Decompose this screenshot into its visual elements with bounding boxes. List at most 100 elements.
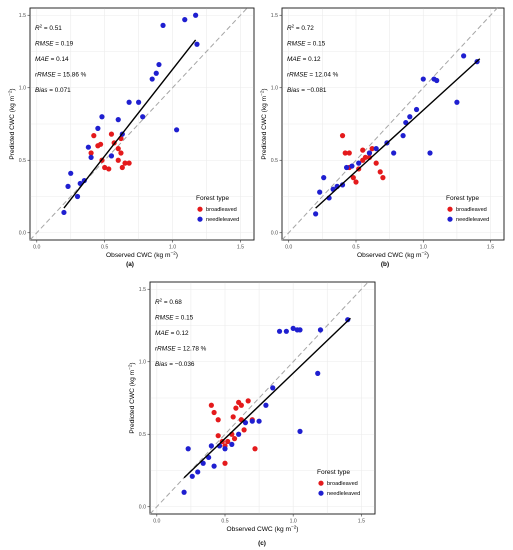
data-point-needleleaved (74, 193, 81, 200)
x-tick-label: 1.0 (169, 245, 176, 251)
legend-marker-broadleaved (318, 480, 324, 486)
data-point-needleleaved (256, 418, 262, 424)
data-point-needleleaved (391, 150, 397, 156)
data-point-broadleaved (369, 146, 375, 152)
data-point-broadleaved (233, 405, 239, 411)
regression-line (183, 317, 351, 479)
y-tick-label: 1.5 (139, 287, 146, 293)
data-point-needleleaved (461, 53, 467, 59)
data-point-broadleaved (208, 402, 214, 408)
data-point-needleleaved (193, 12, 199, 18)
x-tick-label: 0.5 (101, 245, 108, 251)
data-point-needleleaved (420, 76, 426, 82)
data-point-needleleaved (185, 446, 191, 452)
data-point-needleleaved (189, 473, 195, 479)
data-point-needleleaved (200, 460, 206, 466)
data-point-needleleaved (85, 144, 91, 150)
legend-label-needleleaved: needleleaved (456, 217, 489, 223)
data-point-needleleaved (290, 325, 296, 331)
data-point-broadleaved (231, 436, 238, 442)
data-point-needleleaved (343, 164, 350, 171)
legend: Forest type broadleaved needleleaved (446, 195, 489, 223)
x-tick-label: 1.0 (290, 519, 297, 525)
data-point-needleleaved (345, 317, 351, 323)
legend-label-needleleaved: needleleaved (327, 491, 360, 497)
data-point-needleleaved (427, 150, 433, 156)
one-to-one-line (29, 7, 248, 241)
data-point-needleleaved (126, 99, 132, 105)
stat-mae: MAE = 0.12 (287, 56, 321, 63)
x-tick-label: 0.0 (153, 519, 160, 525)
data-point-needleleaved (297, 327, 303, 333)
data-point-broadleaved (362, 154, 369, 160)
stat-bias: Bias = −0.036 (155, 361, 195, 368)
data-point-needleleaved (208, 443, 214, 449)
data-point-needleleaved (99, 114, 105, 120)
data-point-needleleaved (339, 182, 346, 188)
y-axis-label: Predicted CWC (kg m−2) (8, 88, 17, 159)
stat-rrmse: rRMSE = 12.04 % (287, 72, 339, 79)
data-point-needleleaved (356, 160, 362, 166)
data-point-needleleaved (236, 431, 242, 437)
legend-title: Forest type (317, 469, 350, 476)
data-point-broadleaved (122, 160, 128, 166)
data-point-needleleaved (313, 211, 319, 217)
y-axis-label: Predicted CWC (kg m−2) (128, 362, 137, 433)
one-to-one-line (281, 7, 498, 241)
data-point-broadleaved (102, 164, 108, 171)
data-point-needleleaved (373, 146, 379, 152)
legend-title: Forest type (446, 195, 479, 202)
y-tick-label: 1.0 (271, 86, 278, 92)
stat-rmse: RMSE = 0.15 (155, 315, 194, 322)
x-axis-label: Observed CWC (kg m−2) (227, 525, 299, 534)
data-point-broadleaved (350, 175, 356, 181)
y-tick-label: 1.0 (19, 86, 26, 92)
legend: Forest type broadleaved needleleaved (196, 195, 239, 223)
data-point-broadleaved (380, 175, 386, 181)
data-point-broadleaved (91, 133, 97, 139)
stat-rrmse: rRMSE = 15.86 % (35, 72, 87, 79)
y-tick-label: 0.5 (271, 158, 278, 164)
data-point-needleleaved (88, 154, 94, 160)
data-point-broadleaved (241, 427, 247, 433)
data-point-broadleaved (339, 133, 346, 139)
x-tick-label: 1.5 (487, 245, 494, 251)
data-point-needleleaved (108, 153, 115, 159)
x-axis-label: Observed CWC (kg m−2) (106, 251, 178, 260)
data-point-broadleaved (252, 446, 258, 452)
data-point-needleleaved (317, 189, 323, 195)
x-tick-label: 1.0 (420, 245, 427, 251)
plot-border (29, 7, 255, 241)
legend-marker-needleleaved (197, 216, 203, 222)
data-point-needleleaved (229, 441, 235, 447)
data-point-needleleaved (315, 370, 321, 376)
data-point-needleleaved (407, 114, 413, 120)
data-point-needleleaved (140, 114, 146, 120)
data-point-needleleaved (434, 77, 440, 84)
legend: Forest type broadleaved needleleaved (317, 469, 360, 497)
data-point-broadleaved (230, 414, 236, 420)
data-point-needleleaved (81, 177, 87, 184)
stat-mae: MAE = 0.14 (35, 56, 69, 63)
panel-caption: (c) (258, 540, 266, 547)
data-point-needleleaved (283, 328, 289, 334)
data-point-broadleaved (373, 160, 379, 166)
y-tick-label: 1.5 (19, 13, 26, 19)
data-point-broadleaved (238, 402, 244, 408)
data-point-needleleaved (115, 117, 121, 123)
data-point-broadleaved (119, 164, 125, 171)
data-point-needleleaved (321, 175, 327, 181)
data-point-needleleaved (153, 70, 159, 76)
data-point-needleleaved (400, 133, 406, 139)
data-point-needleleaved (297, 428, 303, 434)
y-tick-label: 1.0 (139, 360, 146, 366)
y-tick-label: 1.5 (271, 13, 278, 19)
chart-panel: 0.0 0.5 1.0 1.5 0.0 0.5 1.0 1.5 Observed CWC (kg… (8, 7, 255, 268)
legend-title: Forest type (196, 195, 229, 202)
data-point-needleleaved (242, 420, 249, 426)
legend-marker-broadleaved (447, 206, 453, 212)
legend-label-broadleaved: broadleaved (456, 207, 487, 213)
data-point-broadleaved (346, 150, 352, 156)
data-point-needleleaved (61, 209, 67, 216)
